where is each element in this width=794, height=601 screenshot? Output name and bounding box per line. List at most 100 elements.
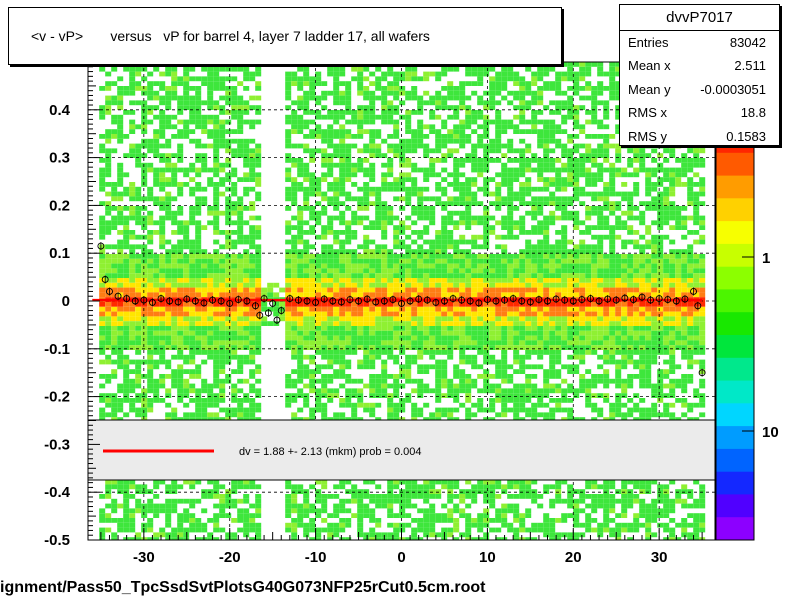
heat-cell — [477, 186, 484, 192]
heat-cell — [345, 196, 352, 202]
heat-cell — [219, 503, 226, 509]
heat-cell — [417, 508, 424, 514]
heat-cell — [153, 321, 160, 326]
heat-cell — [201, 398, 208, 403]
heat-cell — [489, 201, 496, 206]
heat-cell — [333, 278, 340, 283]
heat-cell — [369, 287, 376, 293]
heat-cell — [447, 518, 454, 523]
heat-cell — [165, 119, 172, 125]
heat-cell — [471, 258, 478, 264]
heat-cell — [357, 494, 364, 499]
heat-cell — [255, 234, 262, 240]
heat-cell — [153, 268, 160, 274]
heat-cell — [231, 398, 238, 403]
heat-cell — [255, 369, 262, 374]
heat-cell — [543, 138, 550, 144]
heat-cell — [255, 148, 262, 154]
heat-cell — [237, 402, 244, 408]
heat-cell — [195, 527, 202, 533]
heat-cell — [351, 278, 358, 283]
heat-cell — [399, 350, 406, 355]
heat-cell — [249, 350, 256, 355]
heat-cell — [459, 311, 466, 317]
heat-cell — [423, 350, 430, 355]
heat-cell — [231, 388, 238, 394]
heat-cell — [537, 134, 544, 139]
heat-cell — [207, 393, 214, 398]
heat-cell — [159, 206, 166, 211]
heat-cell — [135, 359, 142, 365]
heat-cell — [339, 167, 346, 173]
heat-cell — [177, 330, 184, 336]
heat-cell — [201, 119, 208, 125]
heat-cell — [177, 278, 184, 283]
heat-cell — [453, 311, 460, 317]
heat-cell — [393, 177, 400, 182]
heat-cell — [495, 287, 502, 293]
heat-cell — [153, 282, 160, 288]
heat-cell — [435, 258, 442, 264]
heat-cell — [381, 306, 388, 312]
heat-cell — [459, 282, 466, 288]
heat-cell — [231, 292, 238, 298]
heat-cell — [483, 129, 490, 134]
heat-cell — [189, 369, 196, 374]
heat-cell — [465, 412, 472, 418]
heat-cell — [459, 508, 466, 514]
heat-cell — [453, 66, 460, 72]
heat-cell — [507, 90, 514, 96]
heat-cell — [489, 263, 496, 269]
heat-cell — [333, 326, 340, 331]
heat-cell — [141, 292, 148, 298]
heat-cell — [183, 532, 190, 538]
heat-cell — [489, 345, 496, 350]
heat-cell — [513, 350, 520, 355]
heat-cell — [345, 393, 352, 398]
heat-cell — [105, 513, 112, 518]
heat-cell — [147, 522, 154, 528]
heat-cell — [123, 383, 130, 389]
heat-cell — [525, 201, 532, 206]
heat-cell — [255, 321, 262, 326]
heat-cell — [363, 167, 370, 173]
heat-cell — [387, 321, 394, 326]
heat-cell — [423, 527, 430, 533]
heat-cell — [291, 182, 298, 187]
heat-cell — [333, 230, 340, 235]
heat-cell — [375, 263, 382, 269]
heat-cell — [483, 345, 490, 350]
heat-cell — [231, 335, 238, 341]
heat-cell — [441, 158, 448, 163]
heat-cell — [393, 513, 400, 518]
heat-cell — [465, 138, 472, 144]
heat-cell — [255, 215, 262, 221]
heat-cell — [99, 114, 106, 120]
heat-cell — [165, 388, 172, 394]
heat-cell — [213, 359, 220, 365]
heat-cell — [393, 234, 400, 240]
heat-cell — [159, 398, 166, 403]
heat-cell — [255, 105, 262, 110]
heat-cell — [369, 383, 376, 389]
heat-cell — [183, 306, 190, 312]
heat-cell — [411, 273, 418, 278]
heat-cell — [417, 369, 424, 374]
heat-cell — [489, 177, 496, 182]
heat-cell — [195, 287, 202, 293]
heat-cell — [315, 388, 322, 394]
heat-cell — [417, 484, 424, 490]
heat-cell — [423, 263, 430, 269]
heat-cell — [207, 167, 214, 173]
heat-cell — [129, 206, 136, 211]
heat-cell — [351, 321, 358, 326]
heat-cell — [189, 95, 196, 101]
heat-cell — [219, 494, 226, 499]
heat-cell — [441, 263, 448, 269]
heat-cell — [183, 230, 190, 235]
heat-cell — [105, 335, 112, 341]
heat-cell — [201, 330, 208, 336]
heat-cell — [123, 354, 130, 360]
heat-cell — [531, 71, 538, 77]
heat-cell — [531, 335, 538, 341]
